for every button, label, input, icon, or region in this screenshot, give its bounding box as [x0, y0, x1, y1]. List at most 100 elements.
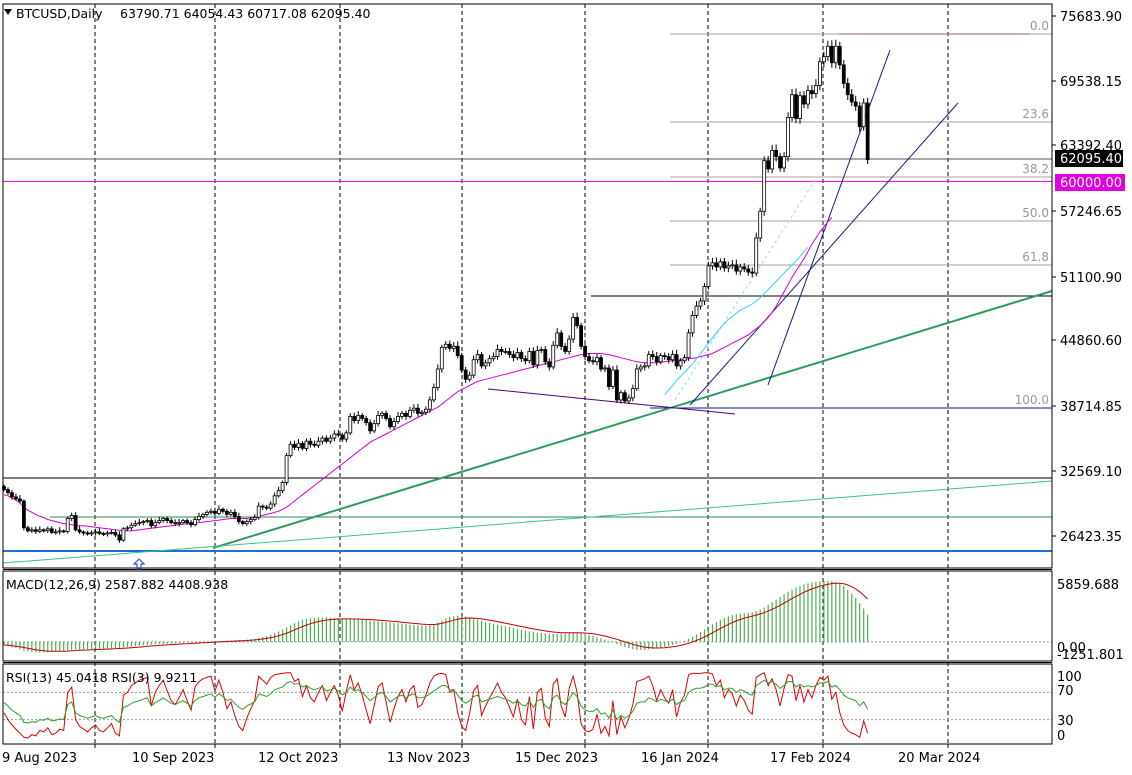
candle-body: [189, 522, 193, 526]
candle-body: [479, 354, 484, 367]
candle-body: [364, 418, 369, 424]
candle-body: [654, 356, 659, 363]
candle-body: [280, 482, 285, 492]
candle-body: [416, 407, 420, 414]
candle-body: [372, 423, 377, 432]
candle-body: [376, 415, 381, 425]
candle-body: [766, 160, 771, 170]
candle-body: [423, 408, 428, 413]
candle-body: [288, 443, 293, 457]
candle-body: [702, 286, 707, 302]
ma-pink-line: [3, 217, 833, 532]
price-tick-label: 26423.35: [1060, 530, 1122, 545]
candle-body: [825, 45, 830, 57]
rsi3-line: [3, 671, 869, 739]
candle-body: [674, 354, 679, 367]
candle-body: [340, 434, 345, 440]
candle-body: [833, 45, 838, 64]
candle-body: [646, 354, 651, 367]
candle-body: [794, 94, 798, 119]
fib-level-label: 50.0: [1022, 206, 1049, 220]
candle-body: [535, 350, 540, 366]
candle-body: [622, 392, 627, 402]
candle-body: [431, 387, 436, 401]
candle-body: [722, 261, 727, 269]
candle-body: [551, 344, 556, 368]
rsi-tick-label: 70: [1057, 684, 1074, 699]
fib-level-label: 23.6: [1022, 107, 1049, 121]
time-tick-label: 15 Dec 2023: [515, 751, 598, 766]
candle-body: [455, 345, 460, 356]
candle-body: [634, 368, 639, 389]
candle-body: [61, 530, 66, 533]
candle-body: [117, 534, 122, 541]
macd-signal-line: [3, 582, 869, 652]
candle-body: [754, 237, 759, 274]
time-tick-label: 13 Nov 2023: [387, 751, 470, 766]
trendline-dashed: [674, 179, 816, 401]
candle-body: [404, 412, 408, 417]
price-tick-label: 51100.90: [1060, 271, 1122, 286]
candle-body: [97, 531, 102, 534]
candle-body: [670, 354, 675, 361]
time-tick-label: 16 Jan 2024: [641, 751, 719, 766]
time-tick-label: 12 Oct 2023: [258, 751, 338, 766]
candle-body: [256, 505, 261, 518]
candle-body: [129, 524, 134, 529]
candle-body: [165, 518, 170, 521]
candle-body: [224, 510, 229, 515]
candle-body: [232, 511, 237, 517]
candle-body: [798, 95, 802, 119]
level-price-label: 60000.00: [1060, 176, 1122, 191]
candle-body: [698, 300, 703, 307]
candle-body: [770, 150, 775, 170]
price-tick-label: 69538.15: [1060, 75, 1122, 90]
fib-level-label: 100.0: [1015, 393, 1049, 407]
candle-body: [37, 529, 42, 532]
candle-body: [774, 150, 779, 157]
candle-body: [209, 510, 213, 513]
candle-body: [658, 355, 663, 363]
candle-body: [758, 210, 763, 239]
candle-body: [630, 388, 635, 399]
candle-body: [193, 519, 197, 526]
ohlc-values: 63790.71 64054.43 60717.08 62095.40: [120, 6, 371, 21]
candle-body: [718, 261, 723, 268]
rsi13-line: [3, 679, 869, 724]
candle-body: [706, 265, 711, 287]
collapse-triangle-icon[interactable]: [4, 9, 12, 15]
macd-tick-label: -1251.801: [1057, 648, 1124, 663]
candle-body: [388, 418, 392, 428]
candle-body: [547, 361, 552, 368]
candle-body: [543, 349, 548, 363]
candle-body: [348, 416, 353, 434]
candle-body: [861, 102, 866, 128]
candle-body: [459, 355, 464, 371]
candle-body: [121, 528, 126, 541]
candle-body: [682, 357, 687, 362]
candle-body: [710, 262, 715, 267]
candle-body: [662, 355, 667, 358]
candle-body: [69, 515, 74, 519]
candle-body: [814, 85, 818, 95]
candle-body: [619, 392, 623, 401]
candle-body: [81, 531, 86, 534]
candle-body: [85, 532, 90, 535]
rsi-panel: [3, 671, 869, 739]
candle-body: [77, 529, 82, 533]
candle-body: [857, 105, 862, 128]
trendline-navy-steep: [767, 49, 891, 386]
candle-body: [272, 495, 277, 505]
candle-body: [603, 367, 607, 370]
candle-body: [169, 520, 174, 524]
candle-body: [750, 271, 755, 274]
candle-body: [125, 527, 130, 530]
candle-body: [65, 518, 70, 532]
candle-body: [810, 90, 814, 95]
candle-body: [240, 521, 245, 525]
candle-body: [93, 531, 98, 534]
price-axis: 75683.9069538.1563392.4057246.6551100.90…: [1052, 10, 1125, 744]
trendline-green: [212, 290, 1053, 549]
candle-body: [312, 443, 317, 446]
